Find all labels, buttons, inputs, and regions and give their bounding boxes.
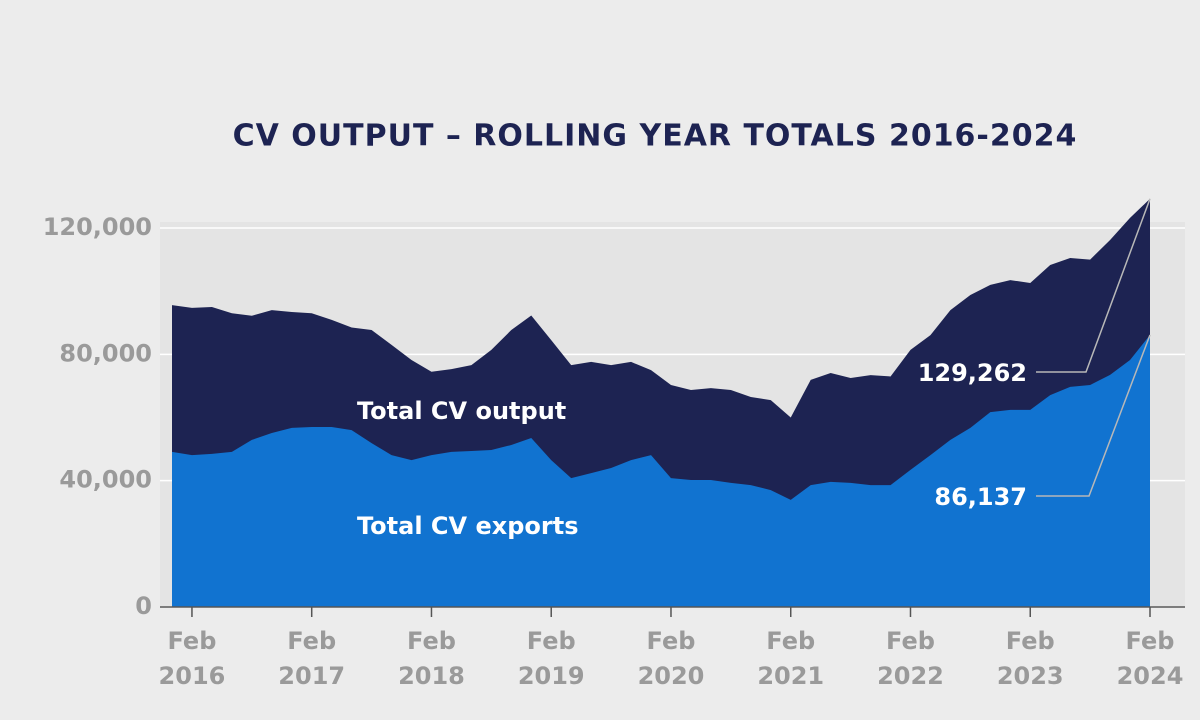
data-label: 86,137 bbox=[934, 483, 1027, 511]
y-tick-label: 80,000 bbox=[59, 339, 152, 367]
x-tick-label: Feb 2023 bbox=[996, 627, 1064, 690]
leader-line bbox=[1036, 334, 1151, 497]
x-tick-label: Feb 2020 bbox=[637, 627, 705, 690]
leader-line bbox=[1036, 198, 1151, 373]
area bbox=[172, 334, 1150, 607]
series-label: Total CV output bbox=[357, 397, 566, 425]
data-label: 129,262 bbox=[918, 359, 1027, 387]
y-tick-label: 40,000 bbox=[59, 466, 152, 494]
y-tick-label: 0 bbox=[135, 592, 152, 620]
x-tick-label: Feb 2017 bbox=[278, 627, 346, 690]
x-tick-label: Feb 2018 bbox=[398, 627, 465, 690]
x-tick-label: Feb 2022 bbox=[877, 627, 944, 690]
x-tick-label: Feb 2021 bbox=[757, 627, 825, 690]
chart-title: CV OUTPUT – ROLLING YEAR TOTALS 2016-202… bbox=[233, 119, 1078, 154]
x-tick-label: Feb 2016 bbox=[158, 627, 226, 690]
series-label: Total CV exports bbox=[357, 512, 578, 540]
x-tick-label: Feb 2024 bbox=[1116, 627, 1184, 690]
x-tick-label: Feb 2019 bbox=[517, 627, 585, 690]
y-tick-label: 120,000 bbox=[43, 213, 152, 241]
